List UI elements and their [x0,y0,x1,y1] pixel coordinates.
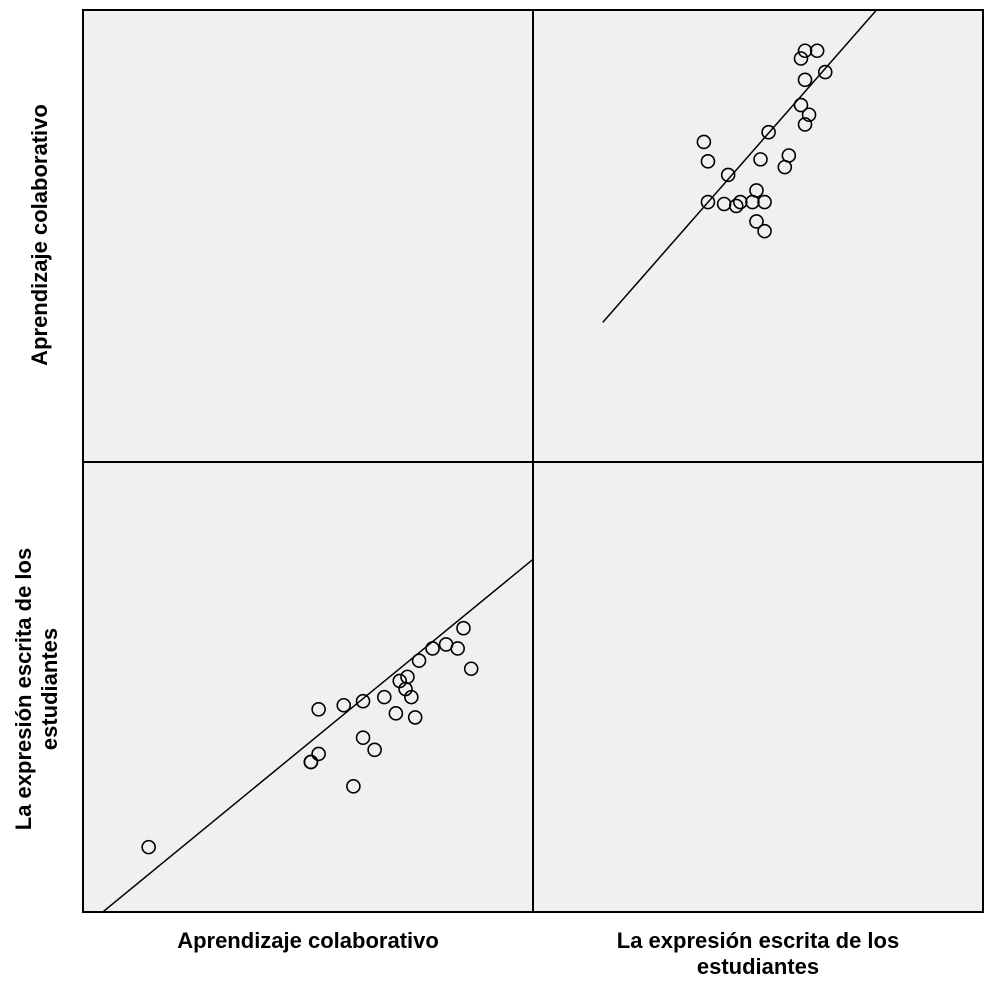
data-point [797,117,813,132]
data-point [700,194,716,210]
data-point [311,746,326,762]
data-point [141,839,156,855]
data-point [753,152,768,167]
data-point [450,641,465,656]
data-point [388,706,404,721]
data-point [336,697,352,713]
data-point [456,620,471,636]
panel-top-right [602,10,878,323]
x-axis-label-left: Aprendizaje colaborativo [177,928,439,953]
data-point [311,701,326,717]
data-point [793,97,809,113]
data-point [761,124,776,140]
data-point [425,641,440,656]
data-point [346,779,361,794]
data-point [700,154,716,169]
data-point [801,107,817,123]
data-point [757,223,772,239]
data-point [757,194,772,210]
data-point [392,673,408,689]
data-point [411,653,427,668]
data-point [407,710,423,725]
data-point [720,167,736,183]
data-point [797,72,813,88]
data-point [781,148,797,163]
y-axis-label-bottom: La expresión escrita de los estudiantes [11,547,62,831]
data-point [793,51,809,66]
data-point [797,43,813,59]
data-point [745,194,760,210]
data-point [355,730,371,745]
data-point [376,689,392,705]
data-point [355,693,371,709]
data-point [732,194,748,210]
y-axis-label-top: Aprendizaje colaborativo [27,104,52,366]
data-point [696,134,712,150]
data-point [809,43,825,59]
data-point [817,64,833,80]
data-point [303,754,319,770]
data-point [367,742,382,758]
data-point [749,214,764,229]
x-axis-label-right: La expresión escrita de los estudiantes [616,928,900,979]
data-point [716,196,732,212]
data-point [463,661,479,677]
fit-line [101,558,533,912]
panel-bottom-left [101,558,533,912]
